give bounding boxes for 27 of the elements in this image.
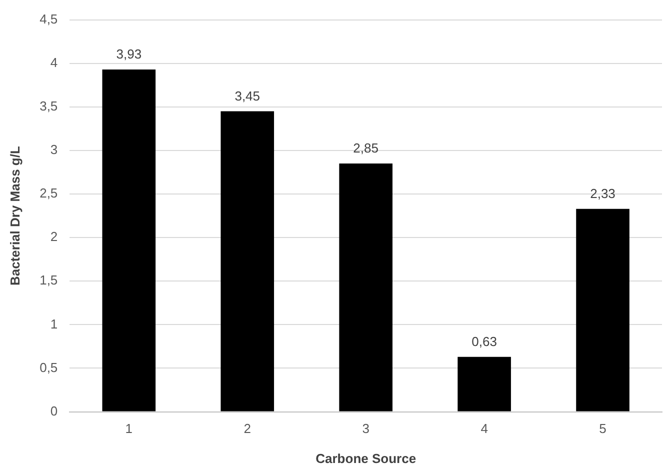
x-axis-title: Carbone Source (316, 450, 416, 466)
data-label: 3,93 (116, 46, 142, 62)
y-axis-title: Bacterial Dry Mass g/L (7, 146, 22, 286)
y-tick-label: 2 (50, 229, 58, 244)
x-tick-label: 5 (599, 421, 606, 436)
y-tick-label: 0,5 (40, 360, 58, 375)
y-tick-label: 0 (50, 403, 58, 418)
x-tick-label: 3 (362, 421, 370, 436)
y-tick-label: 4,5 (40, 11, 58, 26)
y-tick-label: 1 (50, 316, 58, 332)
data-label: 3,45 (234, 88, 260, 104)
bar (458, 356, 511, 412)
x-tick-label: 4 (480, 421, 488, 436)
y-tick-label: 4 (50, 54, 58, 70)
y-tick-label: 3 (50, 142, 58, 158)
y-tick-label: 2,5 (40, 186, 58, 201)
x-tick-label: 1 (125, 421, 133, 436)
y-tick-label: 3,5 (40, 98, 58, 114)
x-tick-label: 2 (244, 421, 251, 436)
data-label: 2,85 (353, 140, 378, 156)
bar (102, 69, 156, 412)
data-label: 2,33 (590, 186, 616, 201)
bar (576, 208, 630, 412)
data-label: 0,63 (472, 334, 497, 349)
bar (220, 111, 274, 412)
bar (339, 164, 392, 412)
y-tick-label: 1,5 (40, 272, 58, 288)
